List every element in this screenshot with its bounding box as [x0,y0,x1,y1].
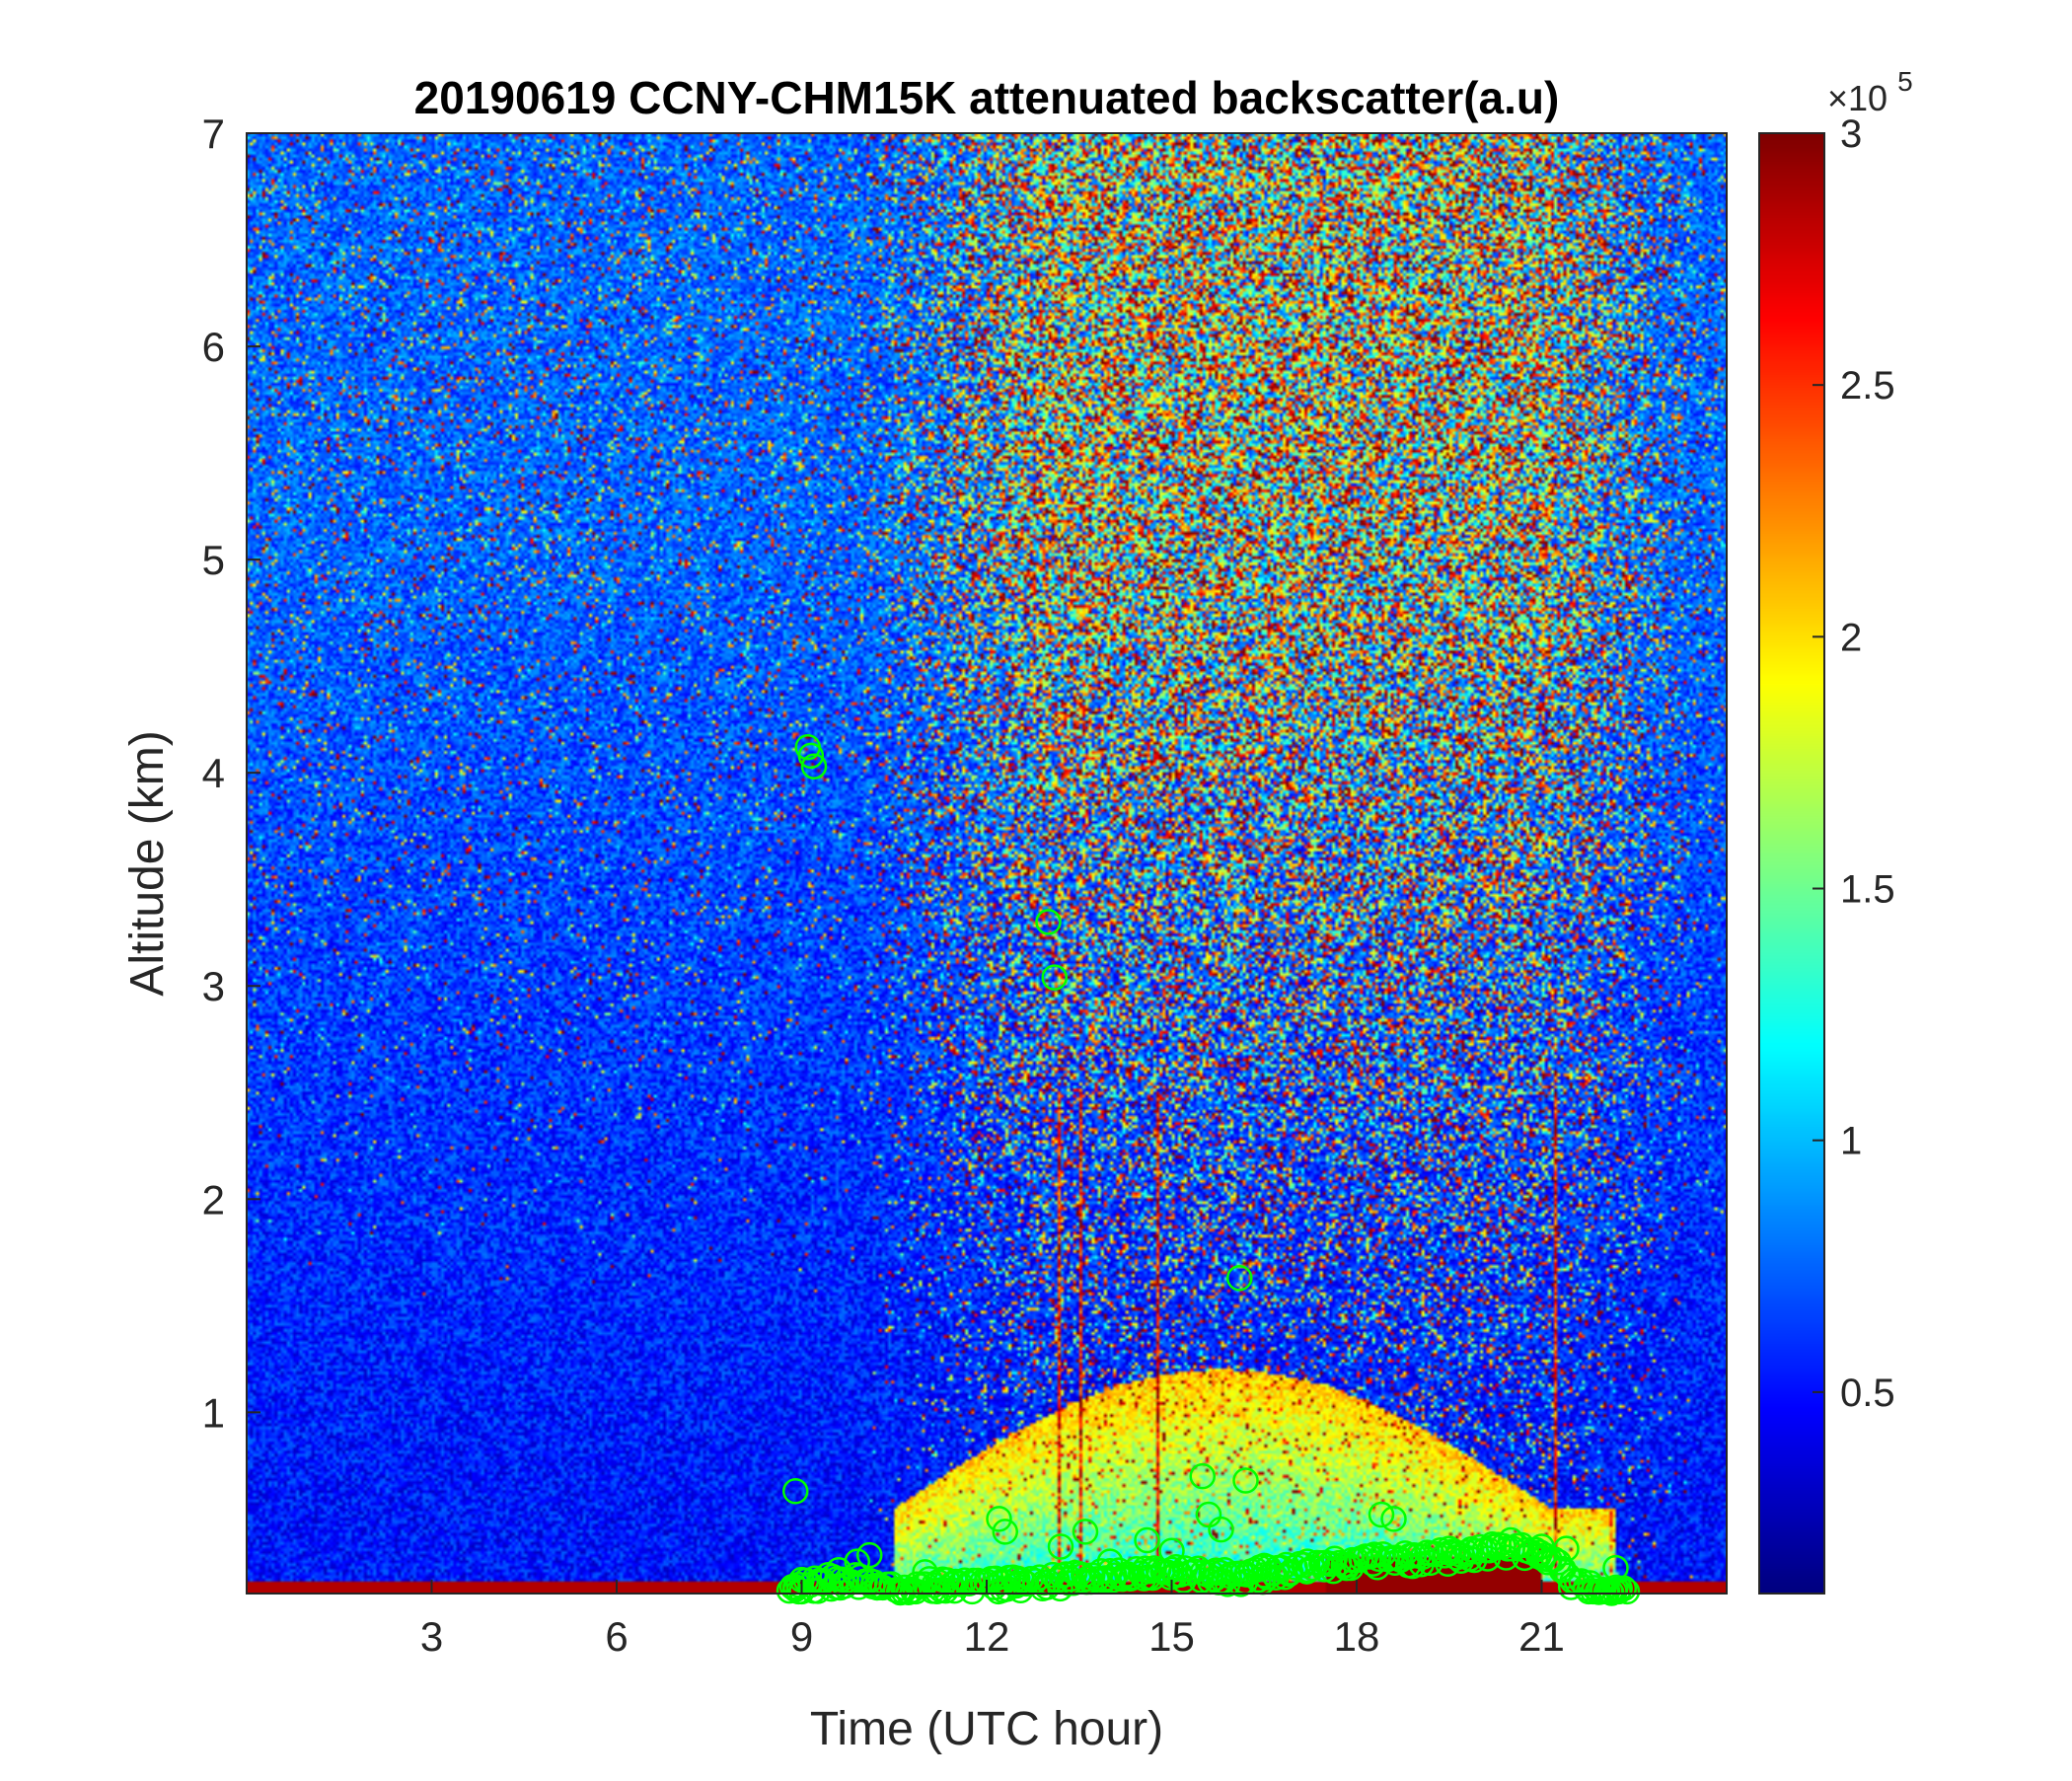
pbl-marker [1134,1526,1160,1554]
x-tick-label: 21 [1518,1613,1565,1660]
x-tick-label: 9 [790,1613,813,1660]
colorbar-tick-label: 2.5 [1840,364,1895,408]
pbl-marker [992,1519,1018,1545]
colorbar-tick-label: 1 [1840,1120,1862,1163]
x-tick-label: 12 [964,1613,1010,1660]
pbl-marker [800,753,828,779]
pbl-marker [1610,1575,1638,1602]
pbl-marker [1041,964,1068,991]
backscatter-heatmap [247,133,1727,1594]
pbl-marker [1072,1519,1099,1545]
x-axis-ticks: 3 6 9 12 15 18 21 [420,1580,1565,1660]
pbl-marker [1096,1548,1124,1575]
pbl-marker [1380,1506,1407,1532]
x-tick-label: 15 [1148,1613,1195,1660]
pbl-marker [1460,1546,1488,1574]
colorbar-exponent-power: 5 [1897,66,1913,97]
pbl-marker [797,742,825,770]
x-tick-label: 18 [1334,1613,1380,1660]
y-tick-label: 1 [202,1389,225,1436]
pbl-marker [1208,1516,1234,1543]
pbl-marker [1167,1561,1194,1588]
colorbar-ticks: 0.5 1 1.5 2 2.5 3 [1813,112,1895,1415]
y-tick-label: 4 [202,750,225,796]
colorbar-tick-label: 3 [1840,112,1862,156]
colorbar: 0.5 1 1.5 2 2.5 3 ×10 5 [1758,66,1913,1595]
x-tick-label: 6 [605,1613,628,1660]
pbl-marker [856,1541,883,1569]
pbl-marker [782,1478,809,1505]
y-axis-ticks: 1 2 3 4 5 6 7 [202,111,260,1436]
pbl-marker [1189,1462,1216,1490]
pbl-marker [1047,1533,1074,1560]
pbl-marker [1613,1578,1641,1605]
heatmap-area [247,133,1727,1594]
x-tick-label: 3 [420,1613,443,1660]
pbl-marker [1035,909,1062,935]
pbl-marker [1366,1545,1392,1572]
colorbar-exponent-base: ×10 [1827,78,1887,118]
chart-title: 20190619 CCNY-CHM15K attenuated backscat… [414,72,1560,123]
x-axis-label: Time (UTC hour) [810,1703,1163,1755]
pbl-marker [1368,1501,1395,1528]
pbl-marker [1226,1264,1253,1292]
colorbar-tick-label: 2 [1840,616,1862,659]
colorbar-tick-label: 1.5 [1840,868,1895,912]
y-tick-label: 7 [202,111,225,157]
y-tick-label: 3 [202,963,225,1009]
colorbar-tick-label: 0.5 [1840,1372,1895,1415]
pbl-markers [776,733,1641,1606]
pbl-marker [986,1506,1012,1532]
colorbar-frame [1758,132,1825,1595]
y-axis-label: Altitude (km) [121,730,174,996]
colorbar-exponent: ×10 5 [1827,66,1913,118]
pbl-marker [1162,1554,1190,1581]
pbl-marker [1232,1467,1259,1494]
colorbar-gradient [1759,133,1824,1594]
y-tick-label: 6 [202,324,225,370]
y-tick-label: 5 [202,537,225,583]
y-tick-label: 2 [202,1176,225,1223]
